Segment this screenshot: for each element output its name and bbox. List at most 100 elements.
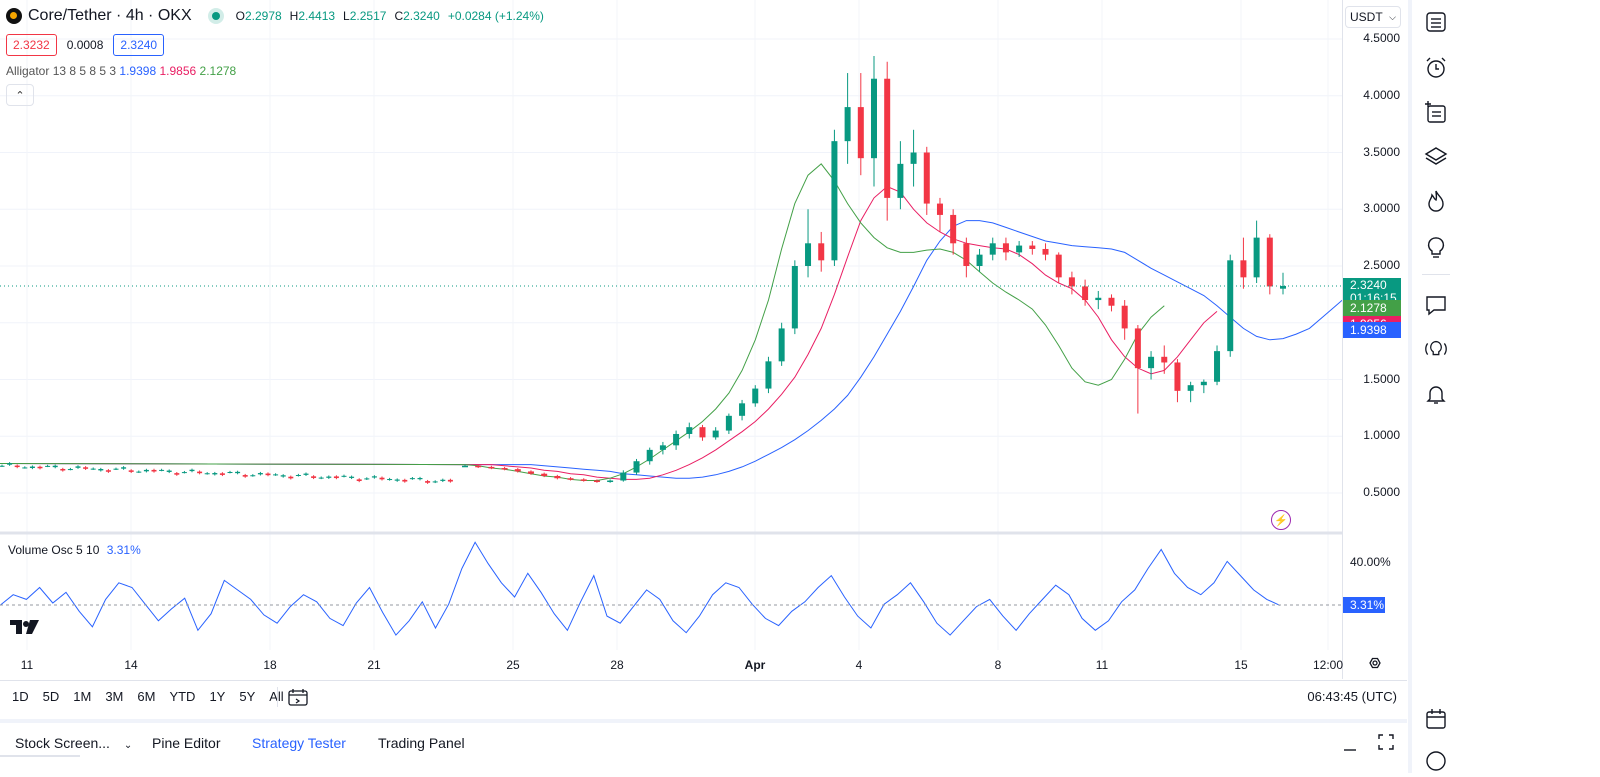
candle xyxy=(417,478,423,480)
notifications-button[interactable] xyxy=(1423,381,1449,407)
market-status-icon[interactable] xyxy=(211,12,220,20)
candle xyxy=(593,480,600,483)
time-axis-label: 18 xyxy=(263,658,277,672)
help-button[interactable] xyxy=(1423,748,1449,774)
candle xyxy=(1148,356,1155,369)
candle xyxy=(143,469,149,472)
candle xyxy=(14,465,20,468)
calendar-icon xyxy=(1426,709,1446,729)
candle xyxy=(1266,237,1273,287)
goto-date-button[interactable] xyxy=(287,687,309,712)
alligator-jaw-value: 1.9398 xyxy=(119,64,157,78)
chart-settings-button[interactable] xyxy=(1343,650,1407,676)
alligator-legend[interactable]: Alligator 13 8 5 8 5 3 1.9398 1.9856 2.1… xyxy=(6,64,544,78)
alligator-lips-line xyxy=(0,163,1165,481)
candle xyxy=(673,433,680,446)
high-value: 2.4413 xyxy=(298,9,336,23)
gear-icon xyxy=(1369,657,1381,669)
candle xyxy=(1214,351,1221,382)
hotlists-button[interactable] xyxy=(1423,188,1449,214)
calendar-button[interactable] xyxy=(1423,706,1449,732)
minimize-panel-button[interactable] xyxy=(1342,737,1358,758)
candle xyxy=(831,141,838,261)
sell-price-button[interactable]: 2.3232 xyxy=(6,34,57,56)
chart-area[interactable]: Core/Tether · 4h · OKX O2.2978 H2.4413 L… xyxy=(0,0,1437,679)
range-buttons: 1D 5D 1M 3M 6M YTD 1Y 5Y All xyxy=(12,689,284,704)
candle xyxy=(1016,245,1023,253)
candle xyxy=(1174,362,1181,391)
add-list-button[interactable] xyxy=(1423,100,1449,126)
change-value: +0.0284 (+1.24%) xyxy=(447,9,544,23)
tab-underline xyxy=(0,755,80,757)
tradingview-logo-icon[interactable] xyxy=(10,618,42,636)
chat-button[interactable] xyxy=(1423,292,1449,318)
range-all-button[interactable]: All xyxy=(269,689,283,704)
candle xyxy=(235,471,241,474)
range-1d-button[interactable]: 1D xyxy=(12,689,29,704)
symbol-legend: Core/Tether · 4h · OKX O2.2978 H2.4413 L… xyxy=(6,6,544,106)
collapse-legend-button[interactable]: ⌃ xyxy=(6,84,34,106)
streams-button[interactable] xyxy=(1423,336,1449,362)
lightning-icon[interactable]: ⚡ xyxy=(1271,510,1291,530)
candle xyxy=(333,476,339,479)
candle xyxy=(250,475,256,477)
right-sidebar xyxy=(1408,0,1460,773)
candle xyxy=(0,465,5,467)
candle xyxy=(159,469,165,471)
range-3m-button[interactable]: 3M xyxy=(105,689,124,704)
candle xyxy=(288,476,294,479)
buy-price-button[interactable]: 2.3240 xyxy=(113,34,165,56)
candle xyxy=(910,152,917,164)
price-axis[interactable]: 4.5000 4.0000 3.5000 3.0000 2.5000 1.5000 1.00… xyxy=(1342,0,1408,679)
time-axis-label: Apr xyxy=(744,658,766,672)
candle xyxy=(379,477,385,480)
chevron-down-icon[interactable]: ⌄ xyxy=(123,740,133,751)
candle xyxy=(326,476,332,478)
time-axis-label: 11 xyxy=(20,658,34,672)
close-value: 2.3240 xyxy=(403,9,440,23)
watchlist-button[interactable] xyxy=(1423,9,1449,35)
currency-value: USDT xyxy=(1350,10,1383,24)
candle xyxy=(752,388,759,404)
range-ytd-button[interactable]: YTD xyxy=(169,689,196,704)
candle xyxy=(1161,356,1168,363)
range-1m-button[interactable]: 1M xyxy=(73,689,92,704)
range-5d-button[interactable]: 5D xyxy=(42,689,60,704)
candle xyxy=(29,466,35,469)
candle xyxy=(633,461,640,473)
time-axis[interactable]: 11 14 18 21 25 28 Apr 4 8 11 15 12:00 xyxy=(0,650,1343,676)
range-5y-button[interactable]: 5Y xyxy=(239,689,256,704)
candle xyxy=(349,476,355,478)
range-1y-button[interactable]: 1Y xyxy=(209,689,226,704)
utc-clock[interactable]: 06:43:45 (UTC) xyxy=(1307,689,1397,704)
candle xyxy=(394,479,400,481)
maximize-panel-button[interactable] xyxy=(1377,733,1395,756)
ideas-button[interactable] xyxy=(1423,234,1449,260)
volume-osc-legend[interactable]: Volume Osc 5 10 3.31% xyxy=(8,543,141,557)
candle xyxy=(356,479,362,482)
tab-pine-editor[interactable]: Pine Editor xyxy=(152,735,221,751)
candle xyxy=(402,479,408,482)
currency-select[interactable]: USDT ⌵ xyxy=(1345,6,1401,28)
date-range-toolbar: 1D 5D 1M 3M 6M YTD 1Y 5Y All 06:43:45 (UTC) xyxy=(0,680,1407,715)
alerts-button[interactable] xyxy=(1423,55,1449,81)
candle xyxy=(607,480,614,483)
tab-stock-screener[interactable]: Stock Screen... ⌄ xyxy=(15,735,132,751)
candle xyxy=(1029,245,1036,249)
candle xyxy=(686,427,693,434)
candle xyxy=(22,467,28,469)
tab-strategy-tester[interactable]: Strategy Tester xyxy=(252,735,346,751)
chart-canvas[interactable] xyxy=(0,0,1342,679)
tab-trading-panel[interactable]: Trading Panel xyxy=(378,735,465,751)
price-axis-label: 4.5000 xyxy=(1363,31,1400,45)
candle xyxy=(136,471,142,473)
range-6m-button[interactable]: 6M xyxy=(137,689,156,704)
object-tree-button[interactable] xyxy=(1423,143,1449,169)
candle xyxy=(857,107,864,159)
symbol-title[interactable]: Core/Tether · 4h · OKX xyxy=(28,7,192,24)
candle xyxy=(128,470,134,472)
alligator-teeth-value: 1.9856 xyxy=(159,64,197,78)
chat-icon xyxy=(1426,296,1446,316)
candle xyxy=(303,473,309,475)
candle xyxy=(181,472,187,474)
